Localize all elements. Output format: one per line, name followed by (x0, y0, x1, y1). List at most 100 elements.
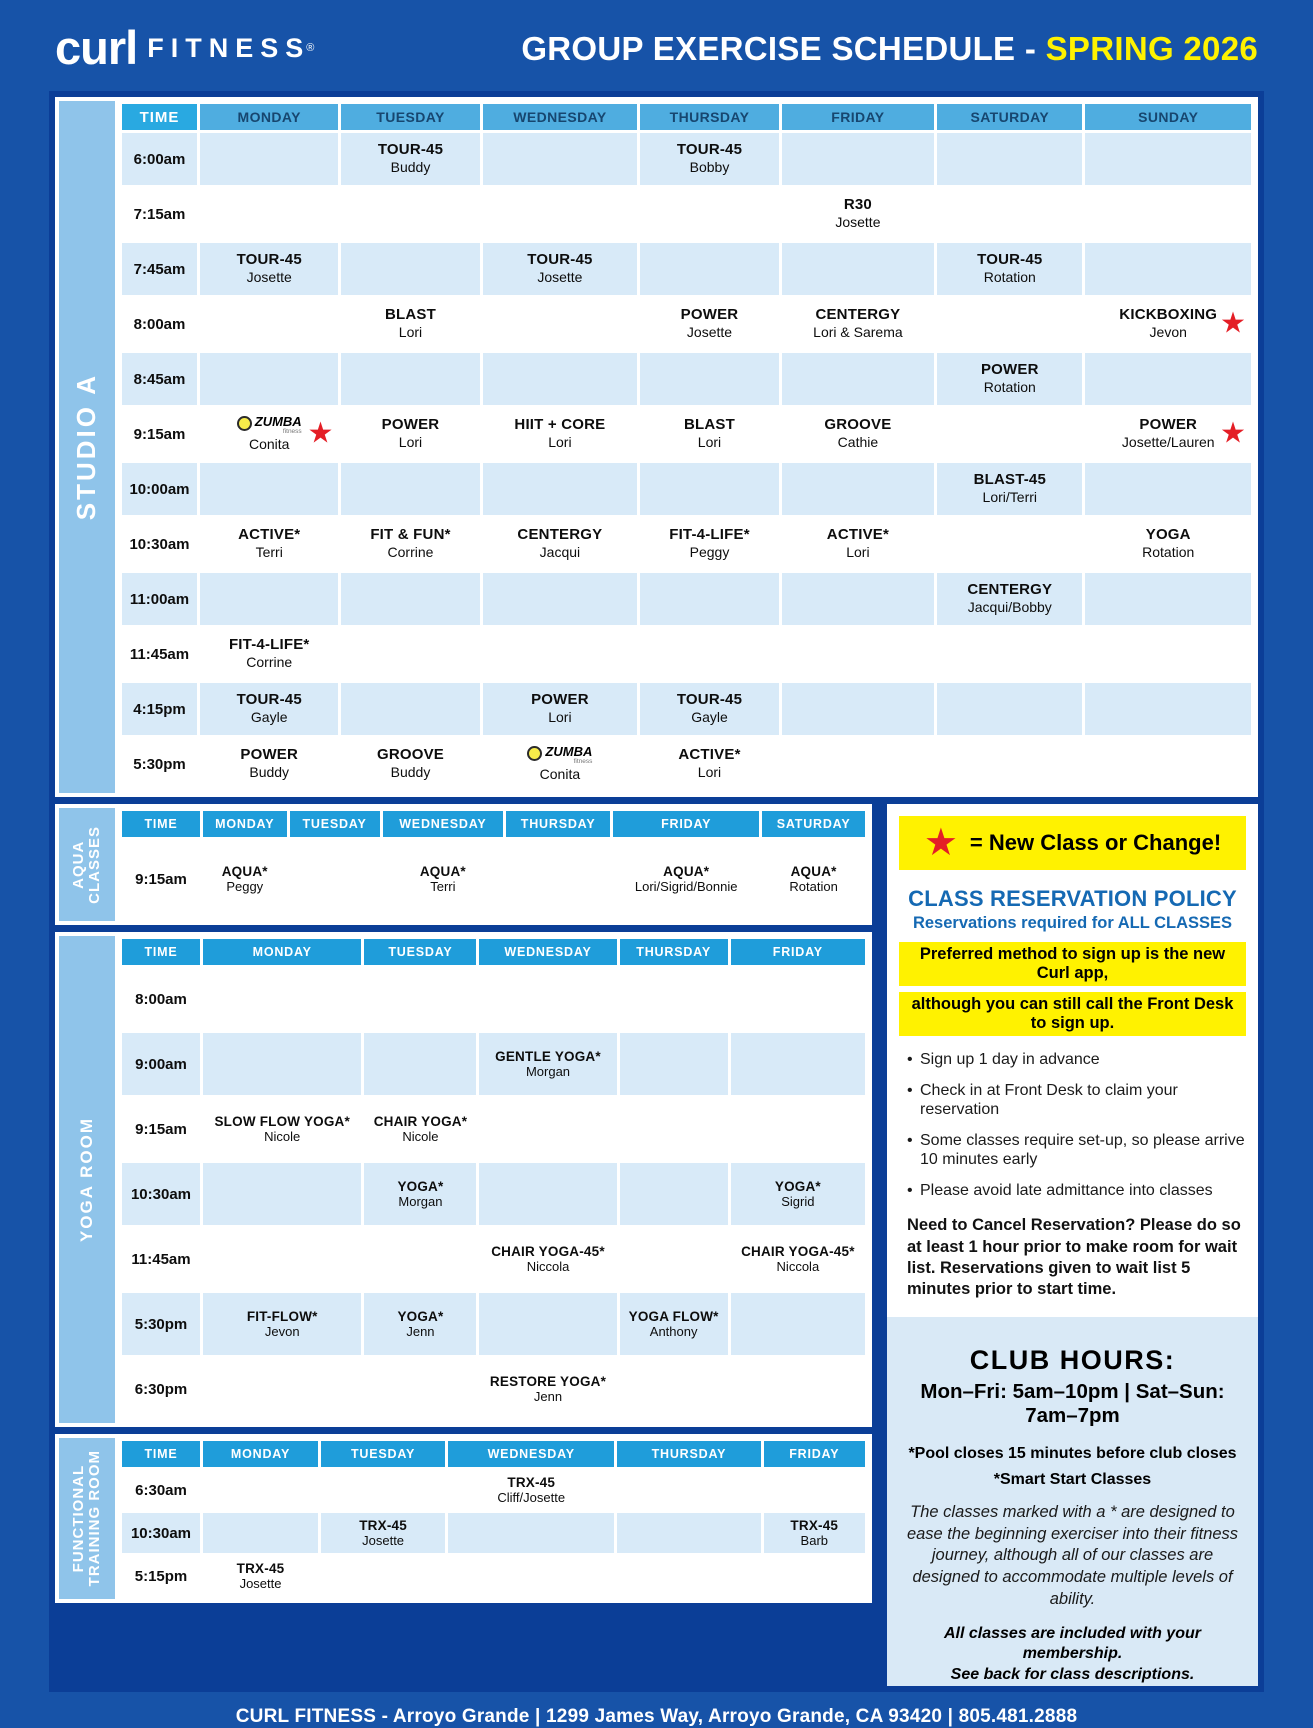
class-cell: GROOVE Cathie (781, 408, 935, 460)
empty-cell (482, 573, 638, 625)
class-name: CENTERGY (967, 581, 1053, 599)
class-cell: FIT-4-LIFE* Corrine (200, 628, 339, 680)
functional-training-room-section: FUNCTIONAL TRAINING ROOM TIME MONDAY TUESD… (55, 1434, 872, 1603)
time-cell: 11:45am (122, 628, 197, 680)
instructor-name: Lori (548, 709, 572, 726)
class-cell: YOGA* Morgan (364, 1163, 477, 1225)
class-cell: FIT & FUN* Corrine (341, 518, 480, 570)
time-cell: 11:45am (122, 1228, 200, 1290)
day-column-header: MONDAY (203, 1441, 319, 1467)
time-cell: 10:30am (122, 1513, 200, 1553)
empty-cell (1085, 628, 1251, 680)
instructor-name: Terri (255, 544, 283, 561)
instructor-name: Lori (846, 544, 870, 561)
day-column-header: TUESDAY (289, 811, 380, 837)
class-cell: YOGA* Sigrid (730, 1163, 865, 1225)
cancel-note: Need to Cancel Reservation? Please do so… (907, 1216, 1241, 1299)
time-cell: 9:00am (122, 1033, 200, 1095)
class-name: YOGA* (397, 1178, 444, 1194)
empty-cell (479, 1163, 617, 1225)
instructor-name: Corrine (387, 544, 434, 561)
class-name: TOUR-45 (377, 141, 444, 159)
class-name: TOUR-45 (527, 251, 593, 269)
class-name: FIT-FLOW* (246, 1308, 318, 1324)
instructor-name: Bobby (689, 159, 730, 176)
class-name: POWER (1139, 416, 1198, 434)
class-name: POWER (680, 306, 739, 324)
instructor-name: Peggy (226, 878, 264, 894)
instructor-name: Jacqui/Bobby (967, 599, 1052, 616)
empty-cell (203, 968, 362, 1030)
empty-cell (479, 968, 617, 1030)
instructor-name: Barb (800, 1532, 829, 1548)
instructor-name: Cathie (837, 434, 879, 451)
day-column-header: FRIDAY (763, 1441, 865, 1467)
empty-cell (482, 628, 638, 680)
policy-subtitle: Reservations required for ALL CLASSES (912, 914, 1233, 932)
new-class-star-icon: ★ (923, 822, 958, 864)
day-column-header: THURSDAY (619, 939, 728, 965)
instructor-name: Jevon (264, 1323, 300, 1339)
class-cell: AQUA* Peggy (203, 840, 287, 918)
class-cell: TOUR-45 Josette (200, 243, 339, 295)
empty-cell (619, 1098, 728, 1160)
class-cell: TOUR-45 Josette (482, 243, 638, 295)
class-name: GROOVE (376, 746, 444, 764)
new-class-star-icon: ★ (307, 417, 334, 450)
day-column-header: TUESDAY (321, 1441, 446, 1467)
day-column-header: SATURDAY (937, 104, 1083, 130)
empty-cell (482, 188, 638, 240)
time-cell: 5:30pm (122, 1293, 200, 1355)
class-cell: TOUR-45 Rotation (937, 243, 1083, 295)
empty-cell (937, 298, 1083, 350)
class-name: POWER (381, 416, 440, 434)
class-name: CENTERGY (517, 526, 603, 544)
empty-cell (640, 628, 779, 680)
class-cell: TRX-45 Josette (321, 1513, 446, 1553)
instructor-name: Lori/Sigrid/​Bonnie (634, 878, 738, 894)
empty-cell (479, 1098, 617, 1160)
empty-cell (763, 1470, 865, 1510)
class-name: FIT-4-LIFE* (228, 636, 310, 654)
class-name: POWER (240, 746, 299, 764)
instructor-name: Jenn (533, 1388, 563, 1404)
logo-curl: curl (55, 21, 138, 75)
empty-cell (730, 1098, 865, 1160)
legend-text: = New Class or Change! (969, 830, 1222, 855)
class-name: TOUR-45 (236, 251, 302, 269)
empty-cell (203, 1228, 362, 1290)
class-name: ACTIVE* (826, 526, 890, 544)
empty-cell (203, 1033, 362, 1095)
class-cell: TRX-45 Barb (763, 1513, 865, 1553)
instructor-name: Josette (686, 324, 733, 341)
highlight-line-2: although you can still call the Front De… (899, 992, 1246, 1036)
empty-cell (321, 1470, 446, 1510)
class-name: YOGA FLOW* (628, 1308, 719, 1324)
empty-cell (200, 298, 339, 350)
empty-cell (781, 353, 935, 405)
class-name: AQUA* (419, 863, 466, 879)
empty-cell (482, 133, 638, 185)
time-cell: 6:30am (122, 1470, 200, 1510)
instructor-name: Lori (697, 764, 722, 781)
time-cell: 7:45am (122, 243, 197, 295)
empty-cell (937, 133, 1083, 185)
class-name: TOUR-45 (676, 691, 743, 709)
time-cell: 8:00am (122, 298, 197, 350)
empty-cell (730, 1358, 865, 1420)
instructor-name: Lori (697, 434, 722, 451)
empty-cell (640, 188, 779, 240)
day-column-header: FRIDAY (730, 939, 865, 965)
time-cell: 7:15am (122, 188, 197, 240)
footer-address: CURL FITNESS - Arroyo Grande | 1299 Jame… (235, 1706, 1078, 1728)
empty-cell (364, 1358, 477, 1420)
aqua-classes-section: AQUA CLASSES TIME MONDAY TUESDAY WEDNESDAY T… (55, 804, 872, 925)
instructor-name: Josette/​Lauren (1121, 434, 1215, 451)
class-cell: CENTERGY Jacqui/Bobby (937, 573, 1083, 625)
empty-cell (640, 573, 779, 625)
class-cell: CENTERGY Lori & Sarema (781, 298, 935, 350)
empty-cell (203, 1358, 362, 1420)
yoga-room-section: YOGA ROOM TIME MONDAY TUESDAY WEDNESDAY THUR… (55, 932, 872, 1427)
class-name: YOGA* (774, 1178, 821, 1194)
class-name: POWER (531, 691, 589, 709)
